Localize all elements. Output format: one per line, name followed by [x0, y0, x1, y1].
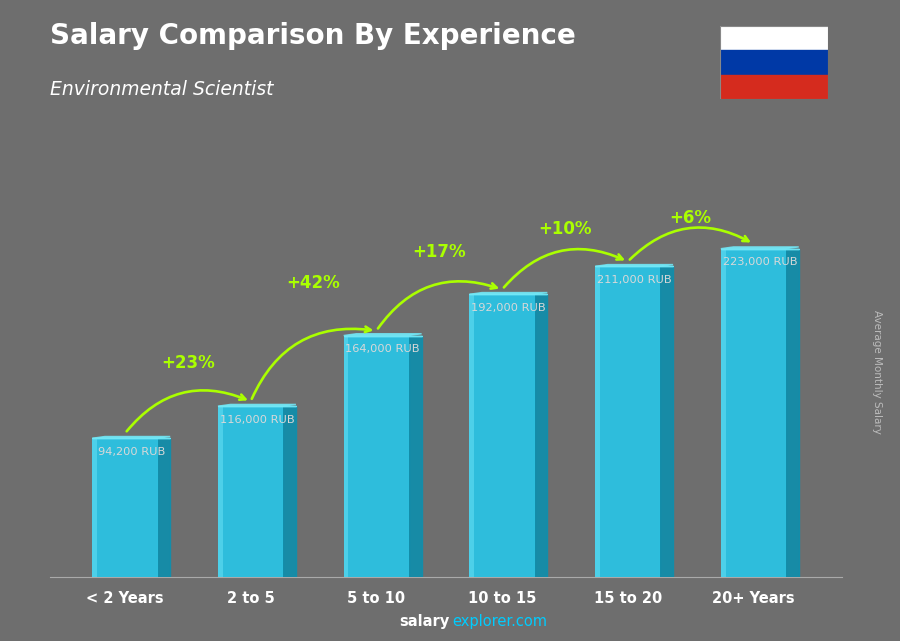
Bar [720, 75, 828, 99]
Bar [218, 406, 284, 577]
Polygon shape [535, 294, 547, 577]
Text: +10%: +10% [538, 220, 591, 238]
Polygon shape [661, 266, 673, 577]
Bar [92, 438, 158, 577]
Polygon shape [409, 335, 421, 577]
Text: 211,000 RUB: 211,000 RUB [597, 275, 671, 285]
Polygon shape [284, 406, 296, 577]
Bar [470, 294, 474, 577]
Text: +6%: +6% [670, 209, 712, 227]
Polygon shape [218, 404, 296, 406]
Text: 94,200 RUB: 94,200 RUB [97, 447, 165, 457]
Text: Average Monthly Salary: Average Monthly Salary [872, 310, 883, 434]
Text: salary: salary [400, 615, 450, 629]
Polygon shape [158, 438, 170, 577]
Text: 192,000 RUB: 192,000 RUB [471, 303, 545, 313]
Text: explorer.com: explorer.com [452, 615, 547, 629]
Text: 223,000 RUB: 223,000 RUB [723, 258, 797, 267]
Bar [218, 406, 222, 577]
Polygon shape [344, 334, 421, 335]
Text: +42%: +42% [286, 274, 340, 292]
Bar [344, 335, 409, 577]
Polygon shape [470, 292, 547, 294]
Polygon shape [721, 247, 799, 249]
Polygon shape [92, 437, 170, 438]
Text: 116,000 RUB: 116,000 RUB [220, 415, 294, 425]
Bar [721, 249, 787, 577]
Text: Environmental Scientist: Environmental Scientist [50, 80, 273, 99]
Bar [344, 335, 348, 577]
Bar [595, 266, 600, 577]
Bar [720, 26, 828, 50]
Bar [721, 249, 725, 577]
Text: 164,000 RUB: 164,000 RUB [346, 344, 420, 354]
Polygon shape [787, 249, 799, 577]
Bar [720, 50, 828, 75]
Text: Salary Comparison By Experience: Salary Comparison By Experience [50, 22, 575, 51]
Bar [470, 294, 535, 577]
Text: +23%: +23% [161, 354, 215, 372]
Polygon shape [595, 265, 673, 266]
Bar [595, 266, 661, 577]
Text: +17%: +17% [412, 242, 466, 260]
Bar [92, 438, 97, 577]
